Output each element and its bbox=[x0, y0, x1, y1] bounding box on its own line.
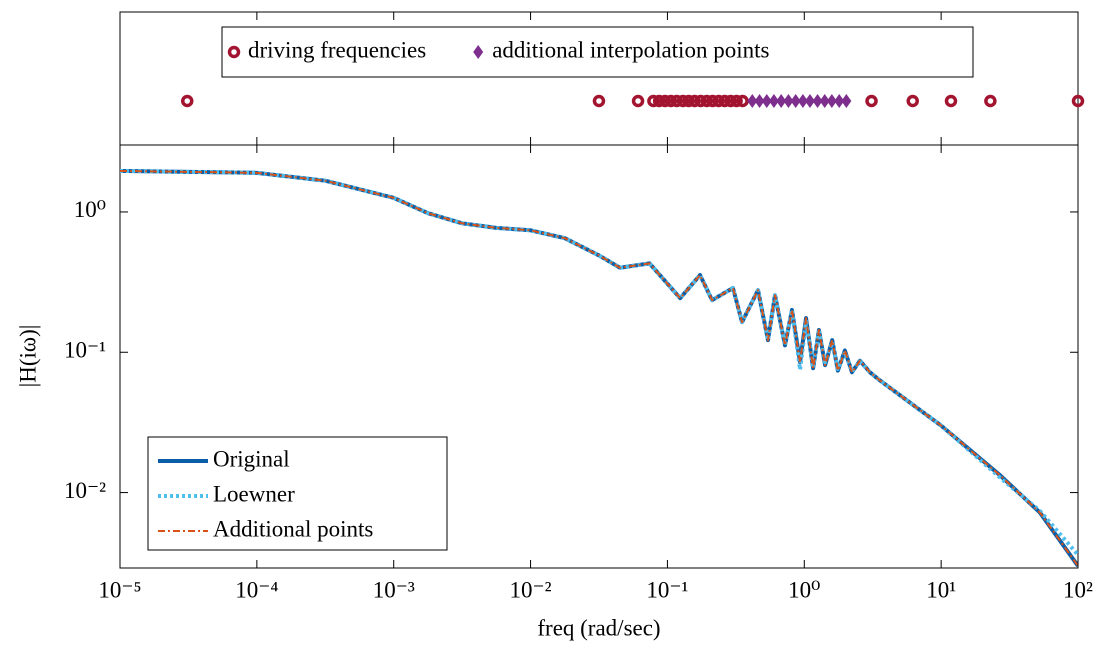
legend-label: Additional points bbox=[213, 516, 373, 541]
diamond-marker bbox=[783, 94, 794, 108]
circle-marker bbox=[631, 94, 645, 108]
legend-box bbox=[147, 436, 448, 551]
circle-marker bbox=[670, 94, 684, 108]
y-tick-label: 10⁻¹ bbox=[64, 338, 106, 363]
legend-label: Loewner bbox=[213, 481, 295, 506]
legend-box bbox=[221, 26, 974, 78]
x-tick-label: 10¹ bbox=[926, 577, 956, 602]
x-tick-label: 10⁻² bbox=[510, 577, 552, 602]
x-tick-label: 10⁰ bbox=[788, 577, 820, 602]
x-tick-label: 10⁻⁵ bbox=[98, 577, 141, 602]
diamond-marker bbox=[754, 94, 765, 108]
diamond-marker bbox=[804, 94, 815, 108]
x-tick-label: 10⁻³ bbox=[373, 577, 415, 602]
series-line bbox=[120, 169, 1078, 567]
circle-marker bbox=[658, 94, 672, 108]
x-tick-label: 10⁻⁴ bbox=[235, 577, 278, 602]
x-tick-label: 10⁻¹ bbox=[646, 577, 688, 602]
circle-marker bbox=[227, 45, 241, 59]
circle-marker bbox=[694, 94, 707, 108]
diamond-marker bbox=[747, 94, 758, 108]
y-tick-label: 10⁰ bbox=[74, 197, 106, 222]
circle-marker bbox=[700, 94, 714, 108]
circle-marker bbox=[944, 94, 958, 108]
diamond-marker bbox=[473, 45, 484, 59]
legend-label: additional interpolation points bbox=[492, 37, 769, 62]
circle-marker bbox=[682, 94, 695, 108]
plot-area bbox=[120, 168, 1078, 568]
diamond-marker bbox=[768, 94, 779, 108]
circle-marker bbox=[724, 94, 737, 108]
legend-label: Original bbox=[213, 446, 290, 471]
circle-marker bbox=[676, 94, 690, 108]
diamond-marker bbox=[797, 94, 808, 108]
circle-marker bbox=[592, 94, 606, 108]
circle-marker bbox=[718, 94, 731, 108]
circle-marker bbox=[688, 94, 701, 108]
circle-marker bbox=[906, 94, 919, 108]
x-axis-label: freq (rad/sec) bbox=[537, 615, 660, 640]
diamond-marker bbox=[841, 94, 852, 108]
y-axis-label: |H(iω)| bbox=[15, 325, 40, 388]
diamond-marker bbox=[761, 94, 772, 108]
circle-marker bbox=[712, 94, 725, 108]
circle-marker bbox=[865, 94, 878, 108]
circle-marker bbox=[984, 94, 997, 108]
diamond-marker bbox=[790, 94, 801, 108]
diamond-marker bbox=[819, 94, 830, 108]
circle-marker bbox=[1071, 94, 1085, 108]
y-tick-label: 10⁻² bbox=[64, 478, 106, 503]
main-panel-frame bbox=[119, 144, 1079, 569]
circle-marker bbox=[736, 94, 749, 108]
circle-marker bbox=[706, 94, 719, 108]
circle-marker bbox=[652, 94, 666, 108]
circle-marker bbox=[730, 94, 743, 108]
x-tick-label: 10² bbox=[1063, 577, 1093, 602]
circle-marker bbox=[180, 94, 194, 108]
circle-marker bbox=[664, 94, 678, 108]
circle-marker bbox=[647, 94, 660, 108]
diamond-marker bbox=[812, 94, 823, 108]
legend-label: driving frequencies bbox=[248, 37, 426, 62]
diamond-marker bbox=[826, 94, 837, 108]
diamond-marker bbox=[776, 94, 787, 108]
diamond-marker bbox=[834, 94, 845, 108]
